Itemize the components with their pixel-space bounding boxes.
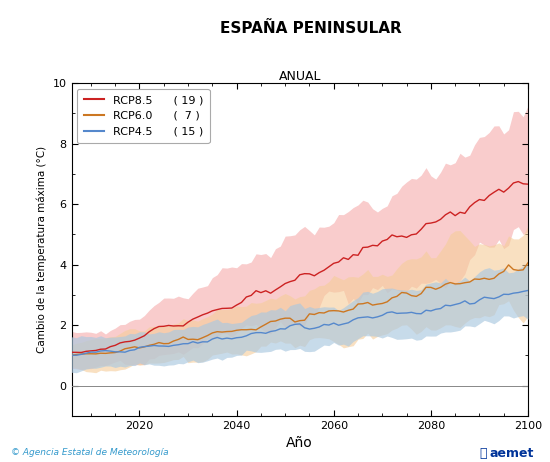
Y-axis label: Cambio de la temperatura máxima (°C): Cambio de la temperatura máxima (°C) xyxy=(37,146,47,353)
Text: aemet: aemet xyxy=(489,447,534,460)
Text: ESPAÑA PENINSULAR: ESPAÑA PENINSULAR xyxy=(220,21,402,36)
Text: © Agencia Estatal de Meteorología: © Agencia Estatal de Meteorología xyxy=(11,449,169,457)
Title: ANUAL: ANUAL xyxy=(278,70,321,83)
X-axis label: Año: Año xyxy=(287,436,313,450)
Text: 🐦: 🐦 xyxy=(479,447,487,460)
Legend: RCP8.5      ( 19 ), RCP6.0      (  7 ), RCP4.5      ( 15 ): RCP8.5 ( 19 ), RCP6.0 ( 7 ), RCP4.5 ( 15… xyxy=(77,89,210,143)
